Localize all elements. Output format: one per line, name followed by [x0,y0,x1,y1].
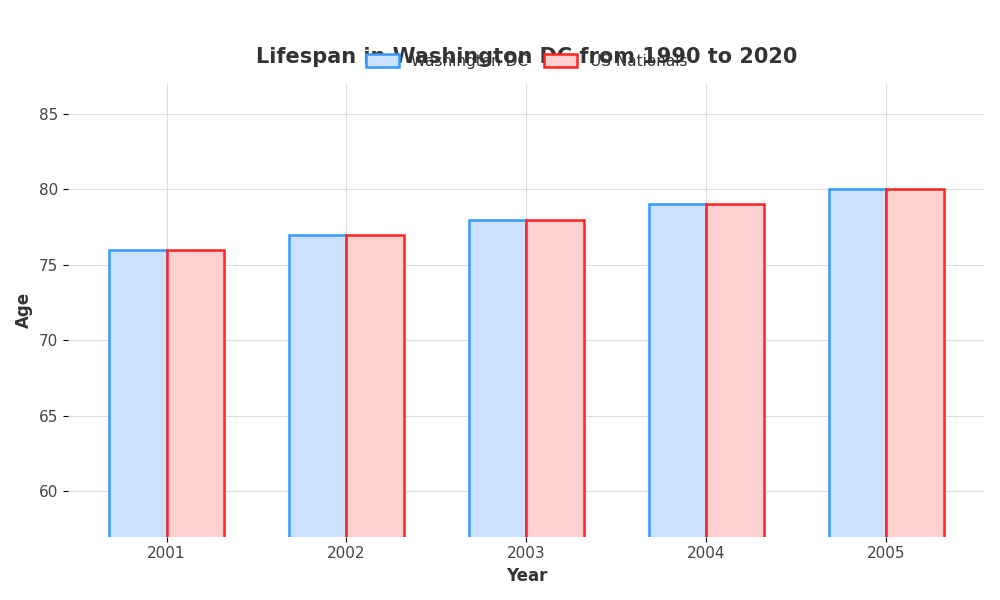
Bar [886,189,944,600]
Bar [706,205,764,600]
Bar [526,220,584,600]
X-axis label: Year: Year [506,567,547,585]
Y-axis label: Age: Age [15,292,33,328]
Legend: Washington DC, US Nationals: Washington DC, US Nationals [358,46,695,76]
Bar [469,220,526,600]
Bar [649,205,706,600]
Bar [346,235,404,600]
Bar [167,250,224,600]
Title: Lifespan in Washington DC from 1990 to 2020: Lifespan in Washington DC from 1990 to 2… [256,47,797,67]
Bar [829,189,886,600]
Bar [109,250,167,600]
Bar [289,235,346,600]
